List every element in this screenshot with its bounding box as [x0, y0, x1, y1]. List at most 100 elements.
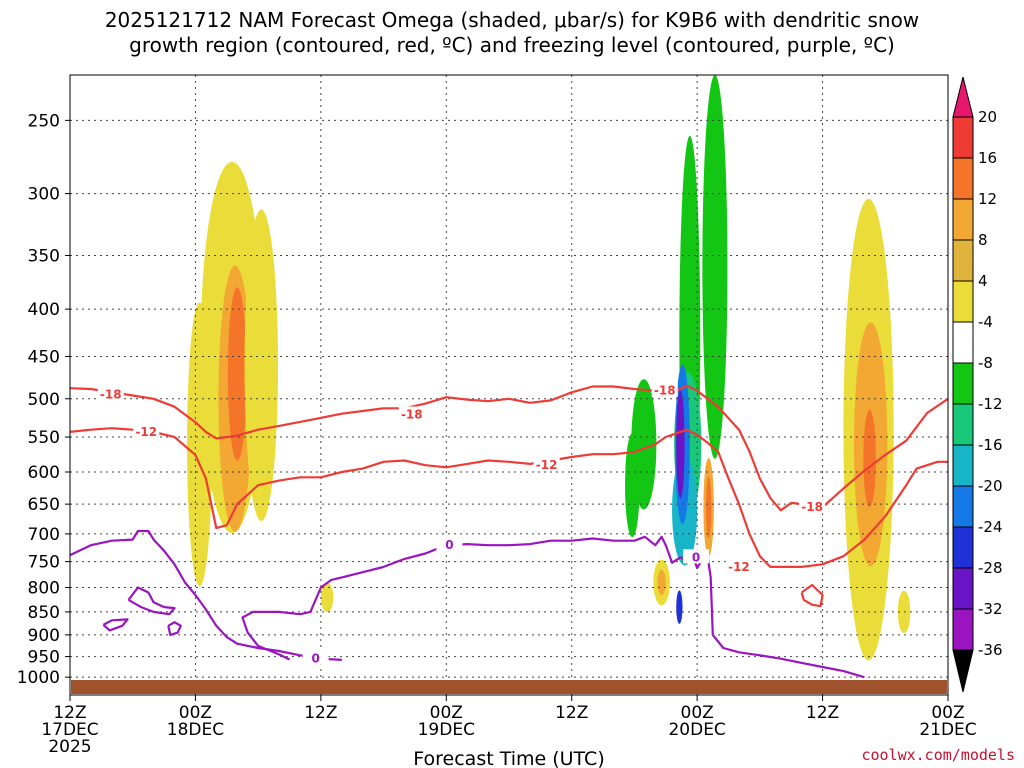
x-tick-label-0-2: 17DEC [41, 720, 98, 740]
y-tick-label-850: 850 [28, 603, 60, 623]
colorbar-label-5: -4 [978, 313, 993, 331]
contour-freezing-label-bg-2 [302, 650, 329, 665]
plot-frame [69, 74, 949, 696]
y-tick-label-250: 250 [28, 111, 60, 131]
x-tick-label-60-2: 20DEC [668, 720, 725, 740]
y-tick-label-950: 950 [28, 648, 60, 668]
x-tick-label-36-1: 00Z [430, 703, 463, 723]
colorbar-bottom-triangle [952, 649, 974, 693]
contour-freezing-label-bg-1 [683, 549, 710, 564]
terrain-ground [71, 680, 947, 694]
colorbar-label-6: -8 [978, 354, 993, 372]
colorbar-label-0: 20 [978, 108, 997, 126]
omega-cell-2 [227, 287, 247, 461]
contour-freezing-loop-2 [167, 621, 182, 636]
colorbar-segment-3 [952, 239, 974, 282]
y-tick-label-550: 550 [28, 428, 60, 448]
grid-layer [70, 75, 948, 695]
colorbar-segment-8 [952, 444, 974, 487]
terrain-layer [71, 680, 947, 694]
y-tick-label-800: 800 [28, 579, 60, 599]
contour-neg12-label-bg-1 [533, 457, 560, 472]
x-tick-label-48-1: 12Z [555, 703, 588, 723]
x-tick-label-0-1: 12Z [53, 703, 86, 723]
contour-freezing-loop-0 [127, 586, 176, 616]
colorbar-label-13: -36 [978, 641, 1003, 659]
chart-title-line2: growth region (contoured, red, ºC) and f… [129, 33, 895, 57]
colorbar-segment-10 [952, 526, 974, 569]
x-tick-label-24-1: 12Z [304, 703, 337, 723]
y-tick-label-500: 500 [28, 390, 60, 410]
colorbar-label-7: -12 [978, 395, 1003, 413]
x-tick-label-12-2: 18DEC [167, 720, 224, 740]
contour-neg12-label-bg-0 [133, 423, 160, 438]
colorbar-label-2: 12 [978, 190, 997, 208]
x-tick-label-36-2: 19DEC [418, 720, 475, 740]
contour-freezing-b [241, 535, 865, 679]
chart-title-line1: 2025121712 NAM Forecast Omega (shaded, μ… [105, 8, 919, 32]
credit-text: coolwx.com/models [861, 746, 1015, 764]
colorbar-segment-4 [952, 280, 974, 323]
contour-layer: -18 -18 -18 -18 -12 -12 -12 0 0 0 [69, 382, 949, 679]
colorbar-label-10: -24 [978, 518, 1003, 536]
omega-cell-16 [706, 476, 712, 538]
y-tick-label-450: 450 [28, 347, 60, 367]
contour-freezing-loop-1 [102, 618, 129, 632]
contour-neg18-label-3: -18 [801, 500, 823, 514]
omega-cell-6 [702, 74, 728, 459]
contour-neg12-label-0: -12 [135, 425, 157, 439]
colorbar-segment-6 [952, 362, 974, 405]
contour-neg12-label-2: -12 [728, 560, 750, 574]
colorbar: 20 16 12 8 4 -4 -8 -12 -16 -20 -24 -28 -32 -36 [952, 76, 1003, 693]
colorbar-label-4: 4 [978, 272, 988, 290]
colorbar-top-triangle [952, 76, 974, 118]
x-tick-label-0-3: 2025 [48, 737, 91, 757]
x-tick-label-72-1: 12Z [806, 703, 839, 723]
x-tick-label-60-1: 00Z [681, 703, 714, 723]
colorbar-segment-1 [952, 157, 974, 200]
y-tick-label-900: 900 [28, 626, 60, 646]
omega-cell-12 [676, 590, 683, 624]
omega-cell-18 [657, 569, 666, 596]
contour-neg18-label-bg-2 [651, 382, 678, 397]
colorbar-label-3: 8 [978, 231, 988, 249]
contour-freezing-label-1: 0 [692, 550, 700, 564]
x-tick-label-12-1: 00Z [179, 703, 212, 723]
y-tick-label-350: 350 [28, 247, 60, 267]
contour-neg12-loop [800, 583, 824, 608]
colorbar-segment-0 [952, 116, 974, 159]
contour-neg18-label-0: -18 [100, 388, 122, 402]
colorbar-segment-2 [952, 198, 974, 241]
y-tick-label-650: 650 [28, 495, 60, 515]
contour-neg18-label-1: -18 [401, 408, 423, 422]
omega-cell-21 [863, 409, 876, 508]
colorbar-segment-11 [952, 567, 974, 610]
contour-neg18-label-bg-3 [799, 499, 826, 514]
contour-freezing-label-0: 0 [445, 538, 453, 552]
colorbar-segment-9 [952, 485, 974, 528]
omega-cell-3 [244, 209, 279, 522]
x-axis-label: Forecast Time (UTC) [413, 748, 604, 768]
colorbar-label-12: -32 [978, 600, 1003, 618]
contour-neg12-label-1: -12 [536, 458, 558, 472]
x-tick-label-84-1: 00Z [931, 703, 964, 723]
contour-neg18 [69, 384, 949, 512]
omega-cell-4 [187, 302, 213, 587]
omega-cell-14 [631, 379, 657, 510]
y-axis: 250 300 350 400 450 500 550 600 650 700 750 800 850 9… [17, 111, 70, 688]
omega-shading-layer [187, 74, 911, 661]
contour-freezing-label-bg-0 [436, 537, 463, 552]
y-tick-label-300: 300 [28, 185, 60, 205]
y-tick-label-750: 750 [28, 553, 60, 573]
plot-area: -18 -18 -18 -18 -12 -12 -12 0 0 0 [69, 74, 949, 696]
omega-cell-11 [676, 390, 685, 499]
contour-neg18-label-2: -18 [654, 384, 676, 398]
colorbar-label-11: -28 [978, 559, 1003, 577]
contour-neg12-label-bg-2 [725, 558, 752, 573]
colorbar-segment-12 [952, 608, 974, 651]
omega-cell-5 [320, 582, 334, 613]
contour-neg18-label-bg-0 [97, 386, 124, 401]
y-tick-label-400: 400 [28, 300, 60, 320]
